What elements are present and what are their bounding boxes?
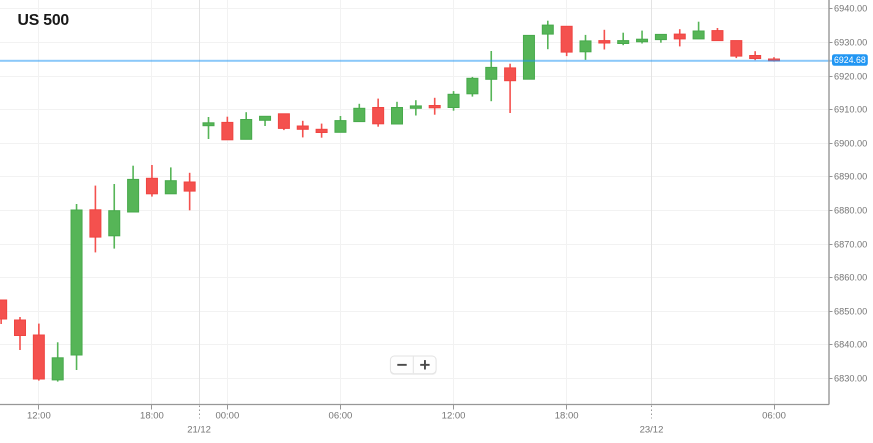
svg-text:21/12: 21/12 (187, 425, 211, 436)
svg-text:6920.00: 6920.00 (834, 72, 867, 82)
svg-text:6860.00: 6860.00 (834, 273, 867, 283)
svg-text:US 500: US 500 (18, 12, 70, 29)
svg-text:18:00: 18:00 (140, 411, 164, 422)
svg-text:6870.00: 6870.00 (834, 240, 867, 250)
svg-text:6850.00: 6850.00 (834, 307, 867, 317)
svg-text:23/12: 23/12 (640, 425, 664, 436)
svg-text:12:00: 12:00 (442, 411, 466, 422)
svg-text:6930.00: 6930.00 (834, 38, 867, 48)
svg-text:18:00: 18:00 (555, 411, 579, 422)
svg-text:06:00: 06:00 (329, 411, 353, 422)
svg-text:6890.00: 6890.00 (834, 172, 867, 182)
svg-text:6940.00: 6940.00 (834, 4, 867, 14)
svg-text:6840.00: 6840.00 (834, 340, 867, 350)
svg-text:6900.00: 6900.00 (834, 139, 867, 149)
svg-text:6830.00: 6830.00 (834, 374, 867, 384)
svg-text:06:00: 06:00 (762, 411, 786, 422)
svg-text:00:00: 00:00 (215, 411, 239, 422)
svg-text:6880.00: 6880.00 (834, 206, 867, 216)
svg-text:6924.68: 6924.68 (834, 55, 866, 65)
svg-text:6910.00: 6910.00 (834, 105, 867, 115)
svg-text:12:00: 12:00 (27, 411, 51, 422)
